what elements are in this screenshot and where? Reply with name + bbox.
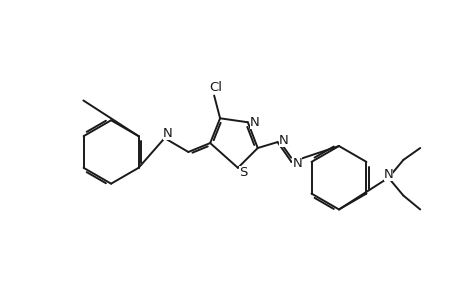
- Text: N: N: [292, 158, 302, 170]
- Text: N: N: [278, 134, 288, 147]
- Text: N: N: [162, 127, 172, 140]
- Text: N: N: [383, 168, 392, 181]
- Text: Cl: Cl: [209, 81, 222, 94]
- Text: N: N: [249, 116, 259, 129]
- Text: S: S: [238, 166, 246, 179]
